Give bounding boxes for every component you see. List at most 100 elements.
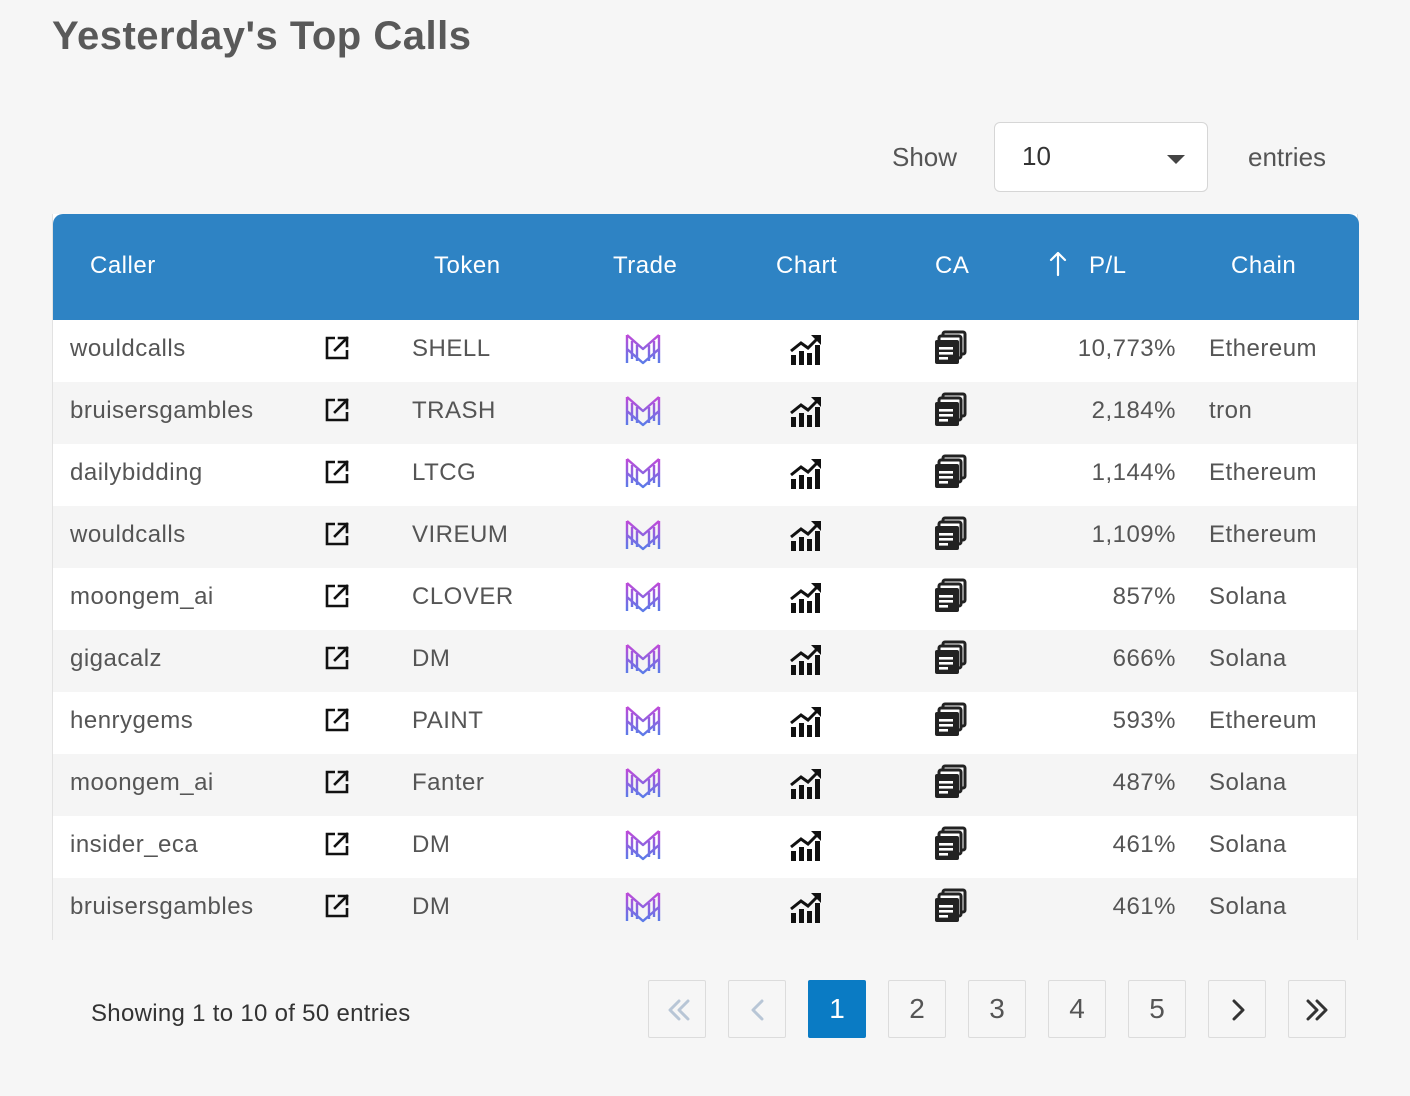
next-page-button[interactable] bbox=[1208, 980, 1266, 1038]
chain-name: Ethereum bbox=[1209, 459, 1318, 486]
trade-logo-icon[interactable] bbox=[623, 701, 663, 741]
table-row: dailybidding LTCG 1,144% Ethereum bbox=[53, 444, 1357, 506]
external-link-icon[interactable] bbox=[323, 334, 351, 362]
column-header-token[interactable]: Token bbox=[434, 252, 501, 279]
page-button-2[interactable]: 2 bbox=[888, 980, 946, 1038]
chart-growth-icon[interactable] bbox=[789, 765, 823, 801]
copy-icon[interactable] bbox=[933, 330, 967, 366]
external-link-icon[interactable] bbox=[323, 644, 351, 672]
caller-name[interactable]: bruisersgambles bbox=[70, 893, 254, 920]
column-header-chart[interactable]: Chart bbox=[776, 252, 838, 279]
double-chevron-right-icon bbox=[1306, 999, 1328, 1021]
copy-icon[interactable] bbox=[933, 516, 967, 552]
trade-logo-icon[interactable] bbox=[623, 825, 663, 865]
caret-down-icon bbox=[1167, 155, 1185, 164]
table-row: moongem_ai CLOVER 857% Solana bbox=[53, 568, 1357, 630]
token-symbol: DM bbox=[412, 893, 451, 920]
pl-value: 1,109% bbox=[1091, 521, 1176, 548]
trade-logo-icon[interactable] bbox=[623, 887, 663, 927]
chart-growth-icon[interactable] bbox=[789, 517, 823, 553]
external-link-icon[interactable] bbox=[323, 706, 351, 734]
column-header-trade[interactable]: Trade bbox=[613, 252, 678, 279]
page-button-1[interactable]: 1 bbox=[808, 980, 866, 1038]
external-link-icon[interactable] bbox=[323, 396, 351, 424]
table-row: bruisersgambles TRASH 2,184% tron bbox=[53, 382, 1357, 444]
entries-per-page-select[interactable]: 10 bbox=[994, 122, 1208, 192]
chain-name: Ethereum bbox=[1209, 335, 1318, 362]
pl-value: 487% bbox=[1112, 769, 1176, 796]
chart-growth-icon[interactable] bbox=[789, 393, 823, 429]
copy-icon[interactable] bbox=[933, 640, 967, 676]
page-button-5[interactable]: 5 bbox=[1128, 980, 1186, 1038]
copy-icon[interactable] bbox=[933, 454, 967, 490]
pl-value: 1,144% bbox=[1091, 459, 1176, 486]
table-row: wouldcalls SHELL 10,773% Ethereum bbox=[53, 320, 1357, 382]
column-header-chain[interactable]: Chain bbox=[1231, 252, 1297, 279]
external-link-icon[interactable] bbox=[323, 520, 351, 548]
double-chevron-left-icon bbox=[668, 999, 690, 1021]
caller-name[interactable]: moongem_ai bbox=[70, 583, 214, 610]
page-button-4[interactable]: 4 bbox=[1048, 980, 1106, 1038]
chart-growth-icon[interactable] bbox=[789, 455, 823, 491]
show-label: Show bbox=[892, 142, 958, 172]
previous-page-button[interactable] bbox=[728, 980, 786, 1038]
token-symbol: TRASH bbox=[412, 397, 496, 424]
caller-name[interactable]: moongem_ai bbox=[70, 769, 214, 796]
first-page-button[interactable] bbox=[648, 980, 706, 1038]
trade-logo-icon[interactable] bbox=[623, 329, 663, 369]
token-symbol: VIREUM bbox=[412, 521, 509, 548]
chart-growth-icon[interactable] bbox=[789, 579, 823, 615]
trade-logo-icon[interactable] bbox=[623, 763, 663, 803]
column-header-caller[interactable]: Caller bbox=[90, 252, 156, 279]
caller-name[interactable]: bruisersgambles bbox=[70, 397, 254, 424]
chart-growth-icon[interactable] bbox=[789, 641, 823, 677]
caller-name[interactable]: wouldcalls bbox=[70, 335, 186, 362]
caller-name[interactable]: gigacalz bbox=[70, 645, 163, 672]
column-header-pl[interactable]: P/L bbox=[1089, 252, 1127, 279]
last-page-button[interactable] bbox=[1288, 980, 1346, 1038]
chain-name: Ethereum bbox=[1209, 707, 1318, 734]
external-link-icon[interactable] bbox=[323, 582, 351, 610]
caller-name[interactable]: henrygems bbox=[70, 707, 194, 734]
pl-value: 2,184% bbox=[1091, 397, 1176, 424]
trade-logo-icon[interactable] bbox=[623, 453, 663, 493]
table-row: insider_eca DM 461% Solana bbox=[53, 816, 1357, 878]
table-row: moongem_ai Fanter 487% Solana bbox=[53, 754, 1357, 816]
chart-growth-icon[interactable] bbox=[789, 827, 823, 863]
chain-name: Solana bbox=[1209, 893, 1287, 920]
top-calls-table: Caller Token Trade Chart CA P/L Chain wo… bbox=[52, 214, 1359, 940]
external-link-icon[interactable] bbox=[323, 892, 351, 920]
copy-icon[interactable] bbox=[933, 764, 967, 800]
pl-value: 857% bbox=[1112, 583, 1176, 610]
copy-icon[interactable] bbox=[933, 392, 967, 428]
copy-icon[interactable] bbox=[933, 702, 967, 738]
external-link-icon[interactable] bbox=[323, 458, 351, 486]
chain-name: Solana bbox=[1209, 645, 1287, 672]
chain-name: Ethereum bbox=[1209, 521, 1318, 548]
table-row: wouldcalls VIREUM 1,109% Ethereum bbox=[53, 506, 1357, 568]
chart-growth-icon[interactable] bbox=[789, 889, 823, 925]
trade-logo-icon[interactable] bbox=[623, 639, 663, 679]
pl-value: 461% bbox=[1112, 831, 1176, 858]
trade-logo-icon[interactable] bbox=[623, 515, 663, 555]
trade-logo-icon[interactable] bbox=[623, 391, 663, 431]
caller-name[interactable]: dailybidding bbox=[70, 459, 203, 486]
chain-name: tron bbox=[1209, 397, 1253, 424]
copy-icon[interactable] bbox=[933, 826, 967, 862]
page-button-3[interactable]: 3 bbox=[968, 980, 1026, 1038]
token-symbol: DM bbox=[412, 831, 451, 858]
trade-logo-icon[interactable] bbox=[623, 577, 663, 617]
caller-name[interactable]: insider_eca bbox=[70, 831, 199, 858]
chart-growth-icon[interactable] bbox=[789, 703, 823, 739]
chevron-right-icon bbox=[1232, 999, 1245, 1021]
column-header-ca[interactable]: CA bbox=[935, 252, 970, 279]
sort-up-arrow-icon[interactable] bbox=[1047, 250, 1069, 278]
token-symbol: CLOVER bbox=[412, 583, 514, 610]
caller-name[interactable]: wouldcalls bbox=[70, 521, 186, 548]
external-link-icon[interactable] bbox=[323, 768, 351, 796]
chart-growth-icon[interactable] bbox=[789, 331, 823, 367]
pl-value: 10,773% bbox=[1077, 335, 1176, 362]
copy-icon[interactable] bbox=[933, 578, 967, 614]
copy-icon[interactable] bbox=[933, 888, 967, 924]
external-link-icon[interactable] bbox=[323, 830, 351, 858]
